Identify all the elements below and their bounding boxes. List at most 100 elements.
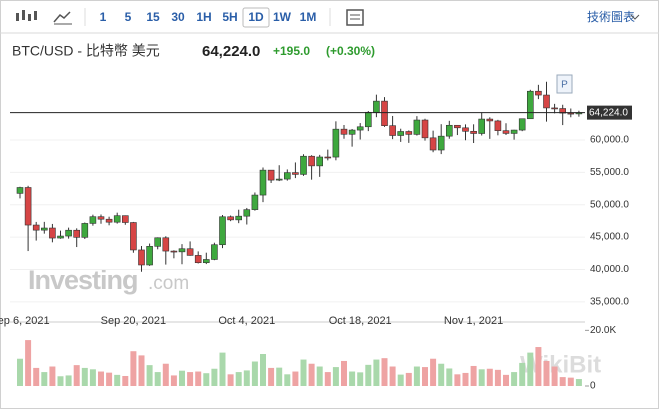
dropdown-arrow[interactable] bbox=[630, 14, 640, 20]
volume-bar bbox=[397, 374, 404, 386]
candle-body bbox=[219, 216, 226, 246]
calendar-icon[interactable] bbox=[346, 9, 364, 26]
candle-body bbox=[316, 156, 324, 167]
candle-body bbox=[138, 249, 145, 266]
candle-body bbox=[16, 187, 24, 194]
volume-bar bbox=[195, 371, 202, 386]
volume-bar bbox=[478, 369, 485, 386]
candle-body bbox=[40, 227, 48, 231]
line-icon[interactable] bbox=[53, 11, 71, 23]
watermark-corner: WikiBit bbox=[520, 351, 601, 378]
candle-body bbox=[243, 209, 251, 217]
y-tick-label: 40,000.0 bbox=[590, 264, 629, 275]
y-tick-label: 60,000.0 bbox=[590, 135, 629, 146]
candle-body bbox=[421, 119, 429, 139]
interval-button[interactable]: 1H bbox=[196, 10, 211, 24]
volume-bar bbox=[122, 375, 129, 386]
volume-bar bbox=[170, 375, 177, 386]
candle-body bbox=[486, 118, 494, 122]
change-pct: (+0.30%) bbox=[326, 44, 375, 58]
volume-bar bbox=[551, 366, 558, 386]
volume-bar bbox=[486, 368, 493, 386]
interval-button[interactable]: 1D bbox=[248, 10, 264, 24]
candle-body bbox=[211, 244, 218, 260]
x-tick-label: Oct 4, 2021 bbox=[218, 315, 275, 327]
volume-bar bbox=[519, 362, 526, 386]
volume-bar bbox=[470, 365, 477, 386]
candle-body bbox=[340, 128, 348, 135]
interval-button[interactable]: 5H bbox=[222, 10, 237, 24]
volume-tick-label: 20.0K bbox=[590, 325, 616, 336]
charts-link[interactable]: 技術圖表 bbox=[587, 10, 635, 24]
volume-bar bbox=[575, 379, 582, 386]
interval-button[interactable]: 5 bbox=[125, 10, 132, 24]
interval-button[interactable]: 15 bbox=[146, 10, 160, 24]
candle-body bbox=[203, 259, 210, 264]
active-interval bbox=[242, 7, 270, 28]
volume-bar bbox=[503, 374, 509, 386]
volume-bar bbox=[260, 354, 266, 386]
candle-body bbox=[437, 135, 445, 151]
candle-body bbox=[518, 118, 526, 131]
candle-body bbox=[49, 227, 56, 239]
candle-body bbox=[267, 169, 275, 181]
candle-body bbox=[510, 129, 518, 134]
volume-bar bbox=[567, 377, 574, 386]
volume-bar bbox=[219, 352, 226, 386]
volume-bar bbox=[413, 366, 420, 386]
last-price-tag bbox=[587, 105, 632, 120]
volume-bar bbox=[106, 372, 113, 386]
candle-body bbox=[283, 172, 291, 180]
candle-body bbox=[194, 255, 202, 264]
volume-bar bbox=[243, 370, 250, 386]
candle-body bbox=[178, 248, 186, 253]
candle-body bbox=[89, 216, 97, 224]
volume-bar bbox=[389, 366, 396, 386]
volume-bar bbox=[381, 358, 388, 386]
volume-tick-label: 0 bbox=[590, 381, 596, 392]
last-price-label: 64,224.0 bbox=[589, 107, 628, 118]
candle-body bbox=[235, 215, 242, 221]
volume-bar bbox=[373, 359, 380, 386]
volume-bar bbox=[146, 365, 153, 386]
volume-bar bbox=[33, 367, 40, 386]
volume-bar bbox=[316, 366, 323, 386]
volume-bar bbox=[251, 361, 258, 386]
candle-body bbox=[535, 90, 542, 96]
candle-body bbox=[413, 119, 421, 135]
volume-bar bbox=[89, 369, 96, 386]
interval-button[interactable]: 30 bbox=[171, 10, 185, 24]
volume-bar bbox=[179, 370, 185, 386]
candle-body bbox=[162, 237, 170, 252]
candle-body bbox=[105, 218, 113, 223]
candle-body bbox=[502, 130, 510, 134]
volume-bar bbox=[292, 371, 299, 386]
x-tick-label: Sep 6, 2021 bbox=[0, 315, 50, 327]
candle-icon[interactable] bbox=[16, 10, 37, 21]
volume-bar bbox=[25, 340, 32, 386]
volume-bar bbox=[349, 371, 356, 386]
interval-button[interactable]: 1W bbox=[273, 10, 292, 24]
volume-bar bbox=[454, 374, 461, 386]
candle-body bbox=[543, 94, 550, 109]
candle-body bbox=[292, 172, 299, 175]
price: 64,224.0 bbox=[202, 43, 260, 60]
candle-body bbox=[454, 124, 461, 129]
candle-body bbox=[551, 107, 558, 110]
volume-bar bbox=[511, 372, 518, 386]
candle-body bbox=[275, 178, 283, 181]
volume-bar bbox=[187, 372, 194, 386]
volume-bar bbox=[462, 372, 469, 386]
candle-body bbox=[259, 169, 267, 196]
candle-body bbox=[154, 237, 161, 247]
candle-body bbox=[65, 229, 72, 237]
volume-bar bbox=[332, 367, 339, 386]
interval-button[interactable]: 1M bbox=[300, 10, 317, 24]
volume-bar bbox=[357, 372, 364, 386]
volume-bar bbox=[203, 373, 210, 386]
volume-bar bbox=[130, 351, 137, 386]
volume-bar bbox=[98, 371, 104, 386]
interval-button[interactable]: 1 bbox=[100, 10, 107, 24]
candle-body bbox=[381, 100, 388, 126]
volume-bar bbox=[438, 363, 445, 386]
